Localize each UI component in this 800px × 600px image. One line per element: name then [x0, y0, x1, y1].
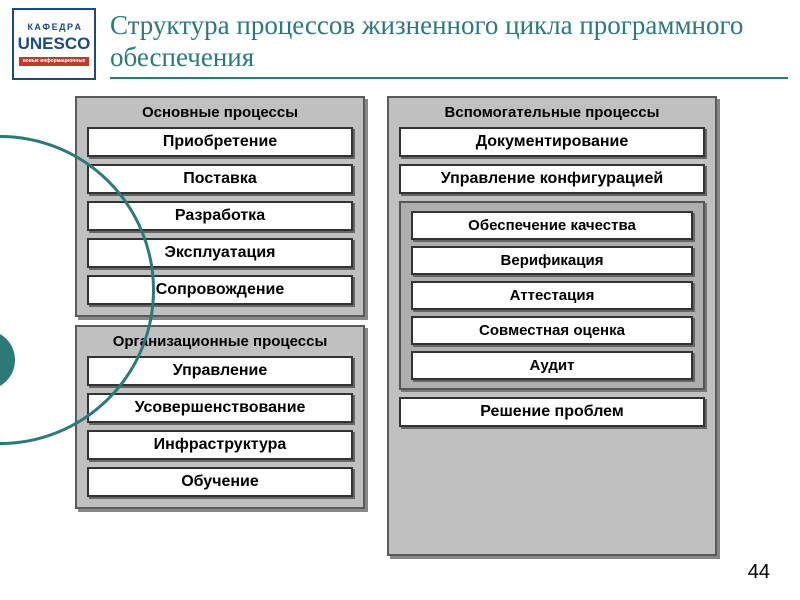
process-item: Аттестация [411, 281, 693, 310]
process-item: Верификация [411, 246, 693, 275]
process-item: Управление конфигурацией [399, 164, 705, 194]
process-item: Усовершенствование [87, 393, 353, 423]
slide-number: 44 [748, 561, 770, 584]
unesco-logo: К А Ф Е Д Р А UNESCO новые информационны… [12, 8, 96, 80]
title-block: Структура процессов жизненного цикла про… [110, 9, 788, 80]
process-item: Документирование [399, 127, 705, 157]
column-right: Вспомогательные процессы Документировани… [387, 96, 717, 556]
process-item: Инфраструктура [87, 430, 353, 460]
group-title: Основные процессы [87, 104, 353, 121]
logo-subbar: новые информационные технологии [19, 57, 89, 66]
process-item: Совместная оценка [411, 316, 693, 345]
logo-top-label: К А Ф Е Д Р А [27, 22, 80, 32]
logo-name: UNESCO [18, 34, 91, 54]
nested-group-quality: Обеспечение качества Верификация Аттеста… [399, 201, 705, 390]
process-item: Поставка [87, 164, 353, 194]
process-item: Аудит [411, 351, 693, 380]
header: К А Ф Е Д Р А UNESCO новые информационны… [0, 0, 800, 86]
process-item: Приобретение [87, 127, 353, 157]
title-rule [110, 77, 788, 79]
process-item: Решение проблем [399, 397, 705, 427]
page-title: Структура процессов жизненного цикла про… [110, 9, 788, 74]
process-item: Обучение [87, 467, 353, 497]
process-item: Обеспечение качества [411, 211, 693, 240]
group-support-processes: Вспомогательные процессы Документировани… [387, 96, 717, 556]
group-title: Вспомогательные процессы [399, 104, 705, 121]
